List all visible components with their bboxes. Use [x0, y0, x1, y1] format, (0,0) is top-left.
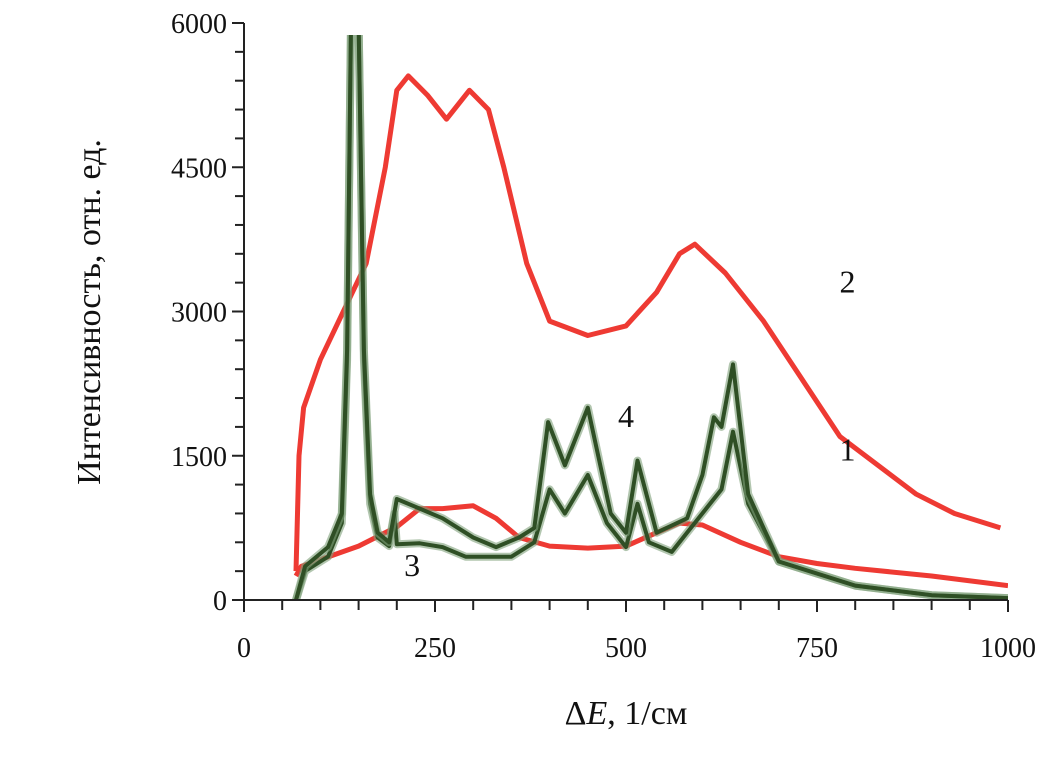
x-tick-label: 1000: [980, 633, 1036, 664]
x-tick-label: 750: [796, 633, 838, 664]
x-tick-label: 500: [605, 633, 647, 664]
series-4-line: [294, 35, 1008, 600]
x-axis-label: ΔE, 1/см: [565, 695, 688, 732]
curve-label-1: 1: [840, 432, 856, 468]
axes: 0 250 500 750 1000 0 1500 3000 4500 6000: [171, 9, 1036, 664]
y-axis-label: Интенсивность, отн. ед.: [71, 139, 108, 485]
curve-label-2: 2: [840, 263, 856, 299]
y-tick-label: 0: [213, 586, 227, 617]
y-tick-label: 6000: [171, 9, 227, 40]
y-tick-label: 1500: [171, 442, 227, 473]
series-3-line: [294, 35, 1008, 600]
annotations: 1 2 3 4: [404, 263, 855, 583]
curve-label-4: 4: [618, 398, 634, 434]
y-tick-label: 3000: [171, 298, 227, 329]
y-tick-label: 4500: [171, 153, 227, 184]
series-layer: [292, 35, 1008, 600]
x-tick-label: 0: [237, 633, 251, 664]
x-tick-label: 250: [414, 633, 456, 664]
series-2-line: [293, 73, 1002, 572]
curve-label-3: 3: [404, 547, 420, 583]
